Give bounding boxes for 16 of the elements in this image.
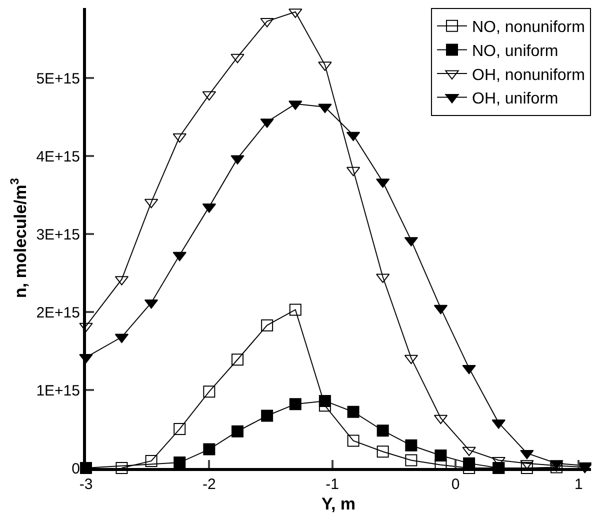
y-tick-label: 2E+15 xyxy=(36,304,80,322)
legend-label: OH, uniform xyxy=(472,90,558,108)
y-tick-label: 3E+15 xyxy=(36,226,80,244)
x-tick-label: -1 xyxy=(326,476,340,493)
legend-label: NO, nonuniform xyxy=(472,19,585,36)
y-tick-label: 1E+15 xyxy=(36,382,80,400)
x-tick-label: 0 xyxy=(451,476,460,493)
x-tick-label: -2 xyxy=(202,476,216,493)
legend-label: OH, nonuniform xyxy=(472,66,585,84)
y-tick-label: 4E+15 xyxy=(36,148,80,166)
y-tick-label: 0 xyxy=(72,460,80,478)
x-tick-label: -3 xyxy=(79,476,93,493)
legend-label: NO, uniform xyxy=(472,42,558,60)
x-tick-label: 1 xyxy=(574,476,583,493)
x-axis-title: Y, m xyxy=(321,494,356,514)
y-tick-label: 5E+15 xyxy=(36,70,80,88)
